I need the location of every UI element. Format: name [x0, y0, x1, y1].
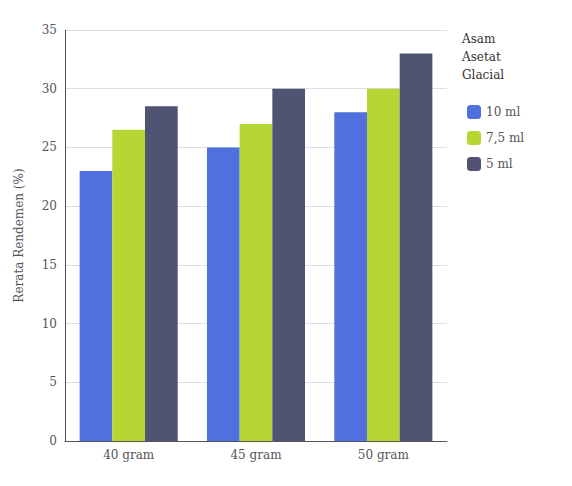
svg-text:30: 30 — [42, 82, 57, 96]
svg-text:45 gram: 45 gram — [230, 448, 282, 462]
svg-text:35: 35 — [42, 23, 57, 37]
svg-text:5 ml: 5 ml — [486, 157, 513, 171]
svg-text:Asam: Asam — [461, 32, 496, 46]
svg-text:20: 20 — [42, 199, 57, 213]
svg-text:7,5 ml: 7,5 ml — [486, 131, 524, 145]
svg-text:15: 15 — [42, 258, 57, 272]
svg-text:5: 5 — [49, 375, 57, 389]
svg-text:10 ml: 10 ml — [486, 105, 520, 119]
svg-text:50 gram: 50 gram — [358, 448, 410, 462]
svg-text:Rerata Rendemen (%): Rerata Rendemen (%) — [12, 168, 26, 302]
svg-text:Glacial: Glacial — [462, 68, 504, 82]
svg-text:0: 0 — [49, 434, 57, 448]
svg-text:Asetat: Asetat — [461, 50, 501, 64]
svg-text:10: 10 — [42, 317, 57, 331]
svg-text:25: 25 — [42, 140, 57, 154]
svg-text:40 gram: 40 gram — [103, 448, 155, 462]
